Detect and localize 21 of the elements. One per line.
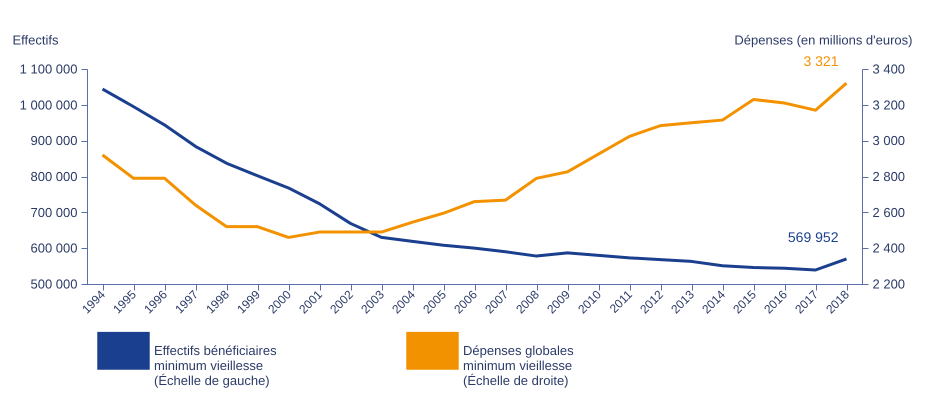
y-tick-label: 700 000: [30, 204, 78, 220]
y2-tick-label: 2 600: [872, 204, 906, 220]
y2-tick-label: 3 400: [872, 62, 906, 76]
data-label: 3 321: [803, 53, 839, 70]
y-tick-label: 1 100 000: [20, 62, 78, 76]
y2-tick-label: 2 800: [872, 169, 906, 184]
y2-axis-title: Dépenses (en millions d'euros): [734, 32, 912, 48]
y-tick-label: 500 000: [30, 276, 78, 292]
legend-label: Dépenses globales minimum vieillesse (Échelle de droite): [463, 342, 574, 388]
line-series: [101, 88, 848, 272]
y-tick-label: 1 000 000: [20, 97, 78, 112]
data-label: 569 952: [788, 228, 839, 245]
y-tick-label: 800 000: [30, 169, 78, 184]
y-tick-label: 600 000: [30, 240, 78, 256]
y2-tick-label: 3 000: [872, 133, 906, 148]
legend-label: Effectifs bénéficiaires minimum vieillesse (Échelle de gauche): [154, 342, 278, 388]
y2-tick-label: 3 200: [872, 97, 906, 112]
y2-tick-label: 2 200: [872, 276, 906, 292]
y-axis-title: Effectifs: [12, 32, 59, 48]
y2-tick-label: 2 400: [872, 240, 906, 256]
y-tick-label: 900 000: [30, 133, 78, 148]
